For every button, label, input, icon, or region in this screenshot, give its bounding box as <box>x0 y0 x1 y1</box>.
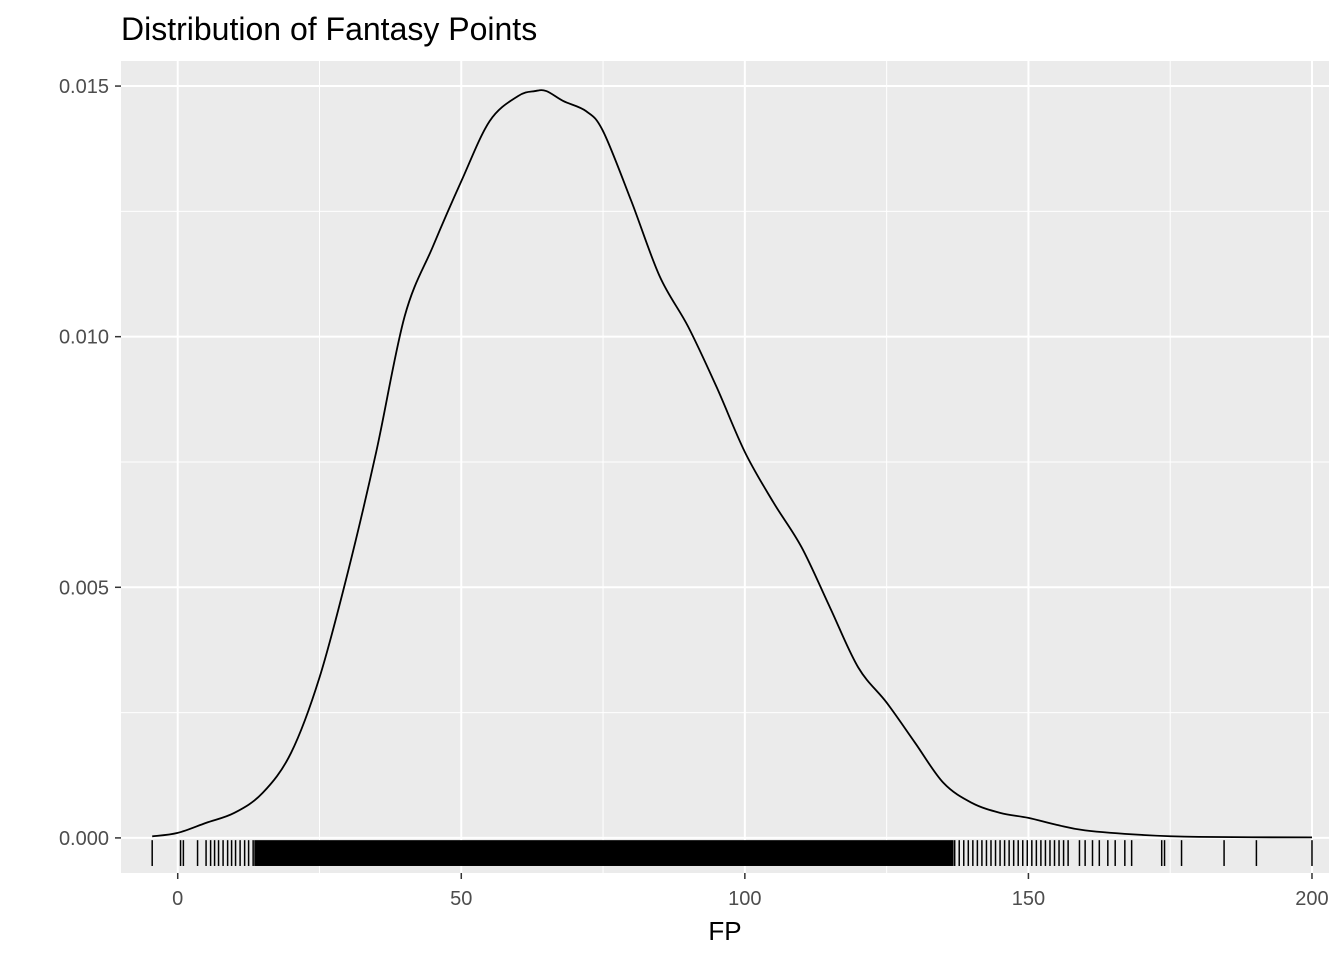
grid-minor <box>121 61 1329 873</box>
y-tick-label: 0.015 <box>59 76 109 98</box>
rug-marks <box>151 840 1313 866</box>
y-tick-label: 0.000 <box>59 828 109 850</box>
density-series <box>152 89 1312 839</box>
x-tick-label: 50 <box>450 888 472 910</box>
x-tick-label: 200 <box>1295 888 1328 910</box>
chart-title: Distribution of Fantasy Points <box>121 11 537 47</box>
density-line <box>152 89 1312 839</box>
grid-major <box>121 61 1329 873</box>
x-axis: 0 50 100 150 200 <box>172 873 1329 910</box>
x-tick-label: 0 <box>172 888 183 910</box>
plot-panel <box>121 61 1329 873</box>
x-tick-label: 100 <box>728 888 761 910</box>
x-tick-label: 150 <box>1012 888 1045 910</box>
x-axis-title: FP <box>708 916 741 946</box>
y-tick-label: 0.005 <box>59 577 109 599</box>
y-axis: 0.000 0.005 0.010 0.015 <box>59 76 121 850</box>
y-tick-label: 0.010 <box>59 327 109 349</box>
rug-dense-block <box>254 840 954 866</box>
